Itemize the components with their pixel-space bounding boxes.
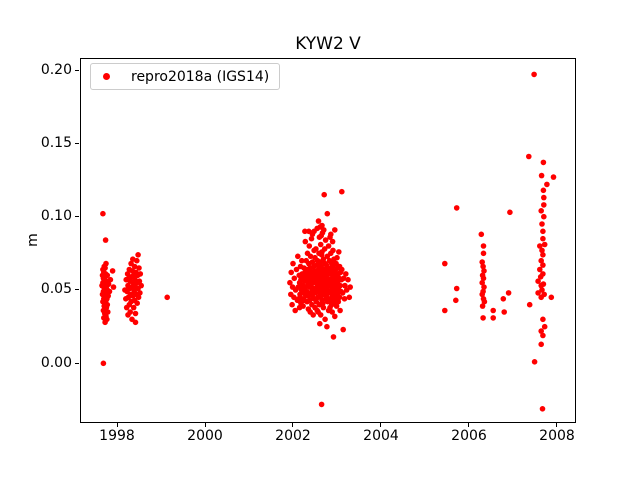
y-axis-label: m <box>25 233 41 247</box>
y-tick-label: 0.00 <box>40 354 72 371</box>
x-tick-mark <box>468 423 470 427</box>
x-tick-mark <box>556 423 558 427</box>
chart-title: KYW2 V <box>295 34 361 54</box>
legend-marker-dot-icon <box>103 73 110 80</box>
y-tick-mark <box>75 362 79 364</box>
x-tick-label: 1998 <box>99 428 135 444</box>
x-tick-mark <box>204 423 206 427</box>
legend-label: repro2018a (IGS14) <box>131 68 270 85</box>
y-tick-mark <box>75 69 79 71</box>
x-tick-label: 2006 <box>451 428 487 444</box>
x-tick-label: 2004 <box>363 428 399 444</box>
x-tick-label: 2008 <box>539 428 575 444</box>
x-tick-mark <box>116 423 118 427</box>
y-tick-mark <box>75 142 79 144</box>
y-tick-mark <box>75 216 79 218</box>
y-tick-label: 0.10 <box>40 208 72 225</box>
y-tick-mark <box>75 289 79 291</box>
x-tick-label: 2002 <box>275 428 311 444</box>
x-tick-label: 2000 <box>187 428 223 444</box>
y-tick-label: 0.05 <box>40 281 72 298</box>
y-tick-label: 0.20 <box>40 61 72 78</box>
x-tick-mark <box>292 423 294 427</box>
x-tick-mark <box>380 423 382 427</box>
legend: repro2018a (IGS14) <box>90 63 281 90</box>
y-tick-label: 0.15 <box>40 134 72 151</box>
plot-area <box>80 58 576 423</box>
